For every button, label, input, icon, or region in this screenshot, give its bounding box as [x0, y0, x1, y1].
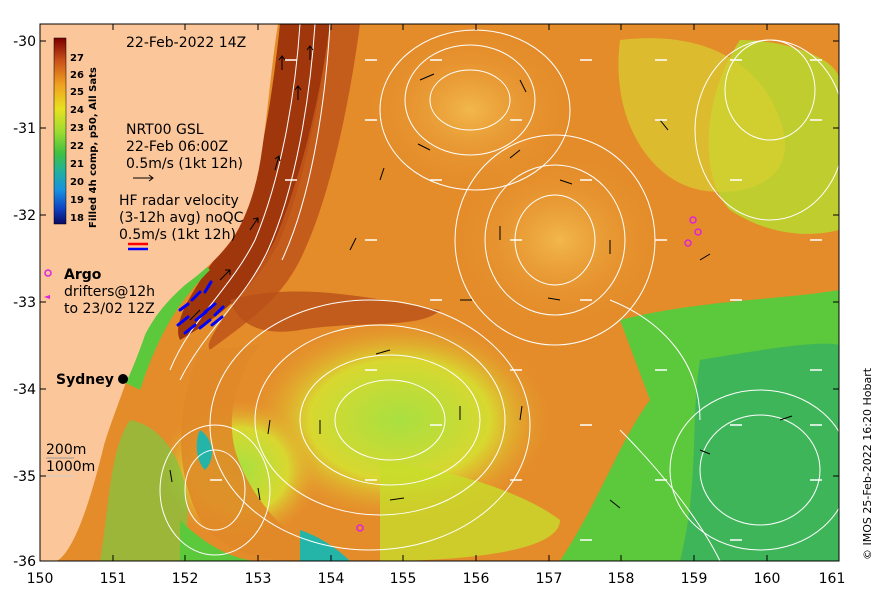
y-axis: [40, 40, 839, 562]
gsl-legend: NRT00 GSL 22-Feb 06:00Z 0.5m/s (1kt 12h): [126, 122, 243, 182]
hf-legend-line: 0.5m/s (1kt 12h): [119, 227, 236, 243]
colorbar-tick: 24: [70, 105, 84, 116]
y-tick-label: -35: [13, 469, 36, 485]
drifter-legend-icon: [44, 295, 50, 299]
colorbar-tick: 19: [70, 195, 84, 206]
x-tick-label: 157: [536, 571, 563, 587]
x-tick-label: 159: [681, 571, 708, 587]
sst-field: [40, 24, 839, 561]
y-tick-labels: -30 -31 -32 -33 -34 -35 -36: [13, 34, 36, 570]
land-mass: [40, 24, 278, 561]
colorbar-tick: 22: [70, 141, 84, 152]
drifters-legend-line: to 23/02 12Z: [64, 301, 155, 317]
x-tick-label: 160: [754, 571, 781, 587]
x-tick-label: 153: [245, 571, 272, 587]
drifters-legend-line: drifters@12h: [64, 284, 155, 300]
credit-label: © IMOS 25-Feb-2022 16:20 Hobart: [861, 367, 874, 560]
colorbar-tick: 26: [70, 70, 84, 81]
x-tick-label: 155: [390, 571, 417, 587]
sydney-marker: [118, 374, 128, 384]
argo-legend-label: Argo: [64, 267, 102, 283]
city-label: Sydney: [56, 372, 114, 388]
x-axis: [39, 24, 840, 561]
plot-frame: [39, 23, 840, 562]
x-tick-label: 152: [172, 571, 199, 587]
colorbar-tick: 20: [70, 177, 84, 188]
argo-markers: [356, 216, 702, 532]
colorbar-tick: 18: [70, 213, 84, 224]
x-tick-label: 156: [463, 571, 490, 587]
hf-legend-line: HF radar velocity: [119, 193, 239, 209]
ssh-contours: [159, 24, 839, 561]
x-tick-labels: 150 151 152 153 154 155 156 157 158 159 …: [27, 571, 846, 587]
model-arrows: [210, 59, 822, 541]
date-label: 22-Feb-2022 14Z: [126, 35, 246, 51]
colorbar-tick: 23: [70, 123, 84, 134]
y-tick-label: -34: [13, 382, 36, 398]
argo-legend-icon: [44, 269, 52, 277]
colorbar: 27 26 25 24 23 22 21 20 19 18 Filled 4h …: [53, 37, 99, 228]
colorbar-title: Filled 4h comp, p50, All Sats: [88, 67, 99, 228]
depth-legend-line: 200m: [46, 442, 86, 458]
gsl-velocity-arrows: [169, 45, 793, 509]
x-tick-label: 161: [819, 571, 846, 587]
x-tick-label: 154: [318, 571, 345, 587]
argo-legend: Argo drifters@12h to 23/02 12Z: [44, 267, 155, 317]
x-tick-label: 151: [100, 571, 127, 587]
gsl-scale-arrow: [133, 174, 154, 182]
x-tick-label: 150: [27, 571, 54, 587]
y-tick-label: -33: [13, 295, 36, 311]
depth-legend: 200m 1000m: [46, 442, 95, 477]
gsl-legend-line: 22-Feb 06:00Z: [126, 139, 228, 155]
hf-legend-line: (3-12h avg) noQC: [119, 210, 244, 226]
y-tick-label: -36: [13, 554, 36, 570]
x-tick-label: 158: [608, 571, 635, 587]
gsl-legend-line: 0.5m/s (1kt 12h): [126, 156, 243, 172]
colorbar-tick: 21: [70, 159, 84, 170]
y-tick-label: -31: [13, 121, 36, 137]
y-tick-label: -30: [13, 34, 36, 50]
depth-legend-line: 1000m: [46, 459, 95, 475]
colorbar-tick: 25: [70, 87, 84, 98]
hf-legend: HF radar velocity (3-12h avg) noQC 0.5m/…: [119, 193, 244, 251]
colorbar-tick: 27: [70, 53, 84, 64]
hf-radar-arrows: [176, 280, 225, 335]
gsl-legend-line: NRT00 GSL: [126, 122, 204, 138]
y-tick-label: -32: [13, 208, 36, 224]
